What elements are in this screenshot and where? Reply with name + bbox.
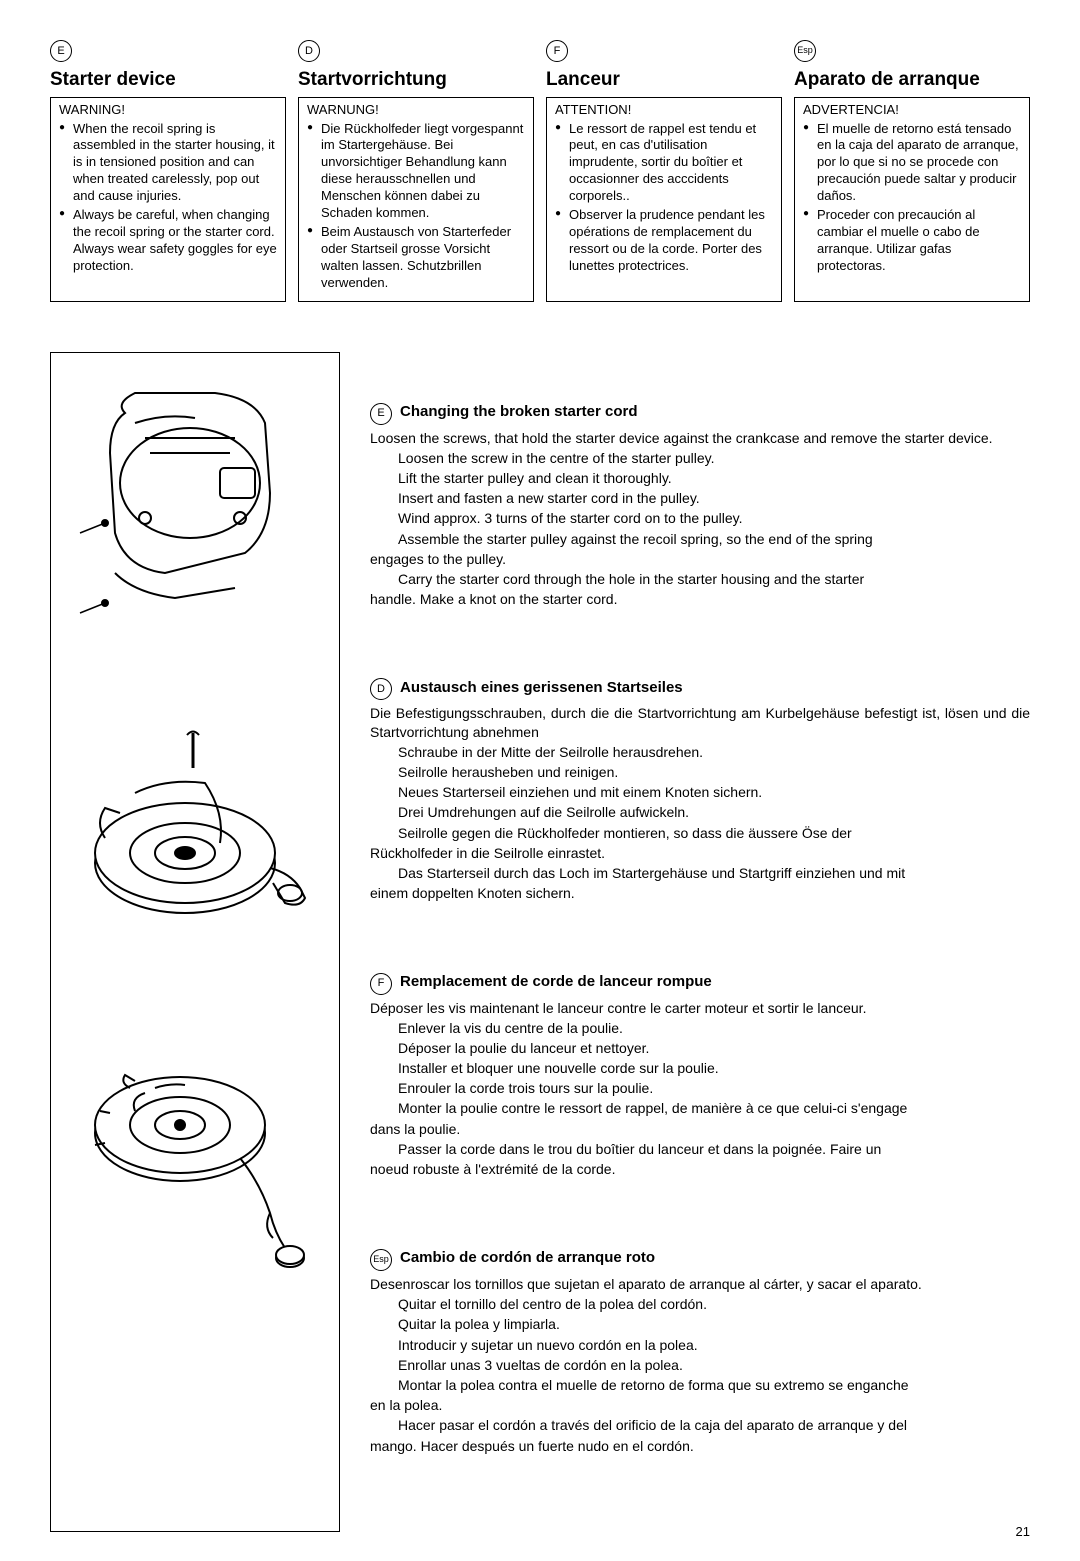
section-lang-f: F <box>370 973 392 995</box>
section-cont: mango. Hacer después un fuerte nudo en e… <box>370 1437 1030 1455</box>
warning-item: El muelle de retorno está tensado en la … <box>803 121 1021 205</box>
warning-item: When the recoil spring is assembled in t… <box>59 121 277 205</box>
warning-item: Observer la prudence pendant les opérati… <box>555 207 773 275</box>
warning-item: Beim Austausch von Starterfeder oder Sta… <box>307 224 525 292</box>
section-step: Seilrolle gegen die Rückholfeder montier… <box>370 824 1030 842</box>
section-step: Enlever la vis du centre de la poulie. <box>370 1019 1030 1037</box>
col-title-e: Starter device <box>50 68 286 93</box>
figure-engine-housing <box>75 373 315 633</box>
figure-starter-assembly <box>75 1033 315 1283</box>
lang-marker-f: F <box>546 40 568 62</box>
warning-col-f: F Lanceur ATTENTION! Le ressort de rappe… <box>546 40 782 302</box>
warning-item: Die Rückholfeder liegt vorgespannt im St… <box>307 121 525 222</box>
section-intro: Desenroscar los tornillos que sujetan el… <box>370 1275 1030 1293</box>
warning-col-d: D Startvorrichtung WARNUNG! Die Rückholf… <box>298 40 534 302</box>
section-cont: Rückholfeder in die Seilrolle einrastet. <box>370 844 1030 862</box>
section-step: Déposer la poulie du lanceur et nettoyer… <box>370 1039 1030 1057</box>
col-title-d: Startvorrichtung <box>298 68 534 93</box>
section-step: Quitar el tornillo del centro de la pole… <box>370 1295 1030 1313</box>
section-e: E Changing the broken starter cord Loose… <box>370 402 1030 608</box>
page-number: 21 <box>1016 1524 1030 1541</box>
figure-column <box>50 352 340 1532</box>
section-intro: Déposer les vis maintenant le lanceur co… <box>370 999 1030 1017</box>
section-step: Enrollar unas 3 vueltas de cordón en la … <box>370 1356 1030 1374</box>
section-title-d: Austausch eines gerissenen Startseiles <box>400 678 683 698</box>
section-step: Montar la polea contra el muelle de reto… <box>370 1376 1030 1394</box>
warning-label-e: WARNING! <box>59 102 277 119</box>
section-lang-d: D <box>370 678 392 700</box>
section-title-esp: Cambio de cordón de arranque roto <box>400 1248 655 1268</box>
section-cont: Das Starterseil durch das Loch im Starte… <box>370 864 1030 882</box>
lang-marker-e: E <box>50 40 72 62</box>
section-cont: engages to the pulley. <box>370 550 1030 568</box>
main-content: E Changing the broken starter cord Loose… <box>50 352 1030 1532</box>
warning-col-e: E Starter device WARNING! When the recoi… <box>50 40 286 302</box>
section-step: Lift the starter pulley and clean it tho… <box>370 469 1030 487</box>
warning-box-d: WARNUNG! Die Rückholfeder liegt vorgespa… <box>298 97 534 303</box>
lang-marker-esp: Esp <box>794 40 816 62</box>
section-step: Introducir y sujetar un nuevo cordón en … <box>370 1336 1030 1354</box>
lang-marker-d: D <box>298 40 320 62</box>
warning-col-esp: Esp Aparato de arranque ADVERTENCIA! El … <box>794 40 1030 302</box>
col-title-f: Lanceur <box>546 68 782 93</box>
section-cont: noeud robuste à l'extrémité de la corde. <box>370 1160 1030 1178</box>
section-cont: Hacer pasar el cordón a través del orifi… <box>370 1416 1030 1434</box>
section-title-f: Remplacement de corde de lanceur rompue <box>400 972 712 992</box>
section-step: Drei Umdrehungen auf die Seilrolle aufwi… <box>370 803 1030 821</box>
warning-label-f: ATTENTION! <box>555 102 773 119</box>
section-intro: Die Befestigungsschrauben, durch die die… <box>370 704 1030 740</box>
section-step: Enrouler la corde trois tours sur la pou… <box>370 1079 1030 1097</box>
section-cont: handle. Make a knot on the starter cord. <box>370 590 1030 608</box>
figure-starter-pulley <box>75 723 315 943</box>
section-step: Insert and fasten a new starter cord in … <box>370 489 1030 507</box>
warning-label-d: WARNUNG! <box>307 102 525 119</box>
warning-box-f: ATTENTION! Le ressort de rappel est tend… <box>546 97 782 303</box>
section-step: Neues Starterseil einziehen und mit eine… <box>370 783 1030 801</box>
section-intro: Loosen the screws, that hold the starter… <box>370 429 1030 447</box>
section-step: Assemble the starter pulley against the … <box>370 530 1030 548</box>
section-cont: Passer la corde dans le trou du boîtier … <box>370 1140 1030 1158</box>
section-lang-e: E <box>370 403 392 425</box>
section-f: F Remplacement de corde de lanceur rompu… <box>370 972 1030 1178</box>
section-step: Quitar la polea y limpiarla. <box>370 1315 1030 1333</box>
warning-box-esp: ADVERTENCIA! El muelle de retorno está t… <box>794 97 1030 303</box>
section-step: Installer et bloquer une nouvelle corde … <box>370 1059 1030 1077</box>
section-cont: einem doppelten Knoten sichern. <box>370 884 1030 902</box>
section-step: Monter la poulie contre le ressort de ra… <box>370 1099 1030 1117</box>
col-title-esp: Aparato de arranque <box>794 68 1030 93</box>
section-d: D Austausch eines gerissenen Startseiles… <box>370 678 1030 902</box>
warning-item: Always be careful, when changing the rec… <box>59 207 277 275</box>
warning-item: Le ressort de rappel est tendu et peut, … <box>555 121 773 205</box>
section-step: Wind approx. 3 turns of the starter cord… <box>370 509 1030 527</box>
section-step: Seilrolle herausheben und reinigen. <box>370 763 1030 781</box>
instructions-column: E Changing the broken starter cord Loose… <box>370 352 1030 1532</box>
section-step: Schraube in der Mitte der Seilrolle hera… <box>370 743 1030 761</box>
section-lang-esp: Esp <box>370 1249 392 1271</box>
warning-box-e: WARNING! When the recoil spring is assem… <box>50 97 286 303</box>
section-step: Loosen the screw in the centre of the st… <box>370 449 1030 467</box>
section-title-e: Changing the broken starter cord <box>400 402 638 422</box>
section-cont: dans la poulie. <box>370 1120 1030 1138</box>
section-esp: Esp Cambio de cordón de arranque roto De… <box>370 1248 1030 1455</box>
warnings-row: E Starter device WARNING! When the recoi… <box>50 40 1030 302</box>
warning-item: Proceder con precaución al cambiar el mu… <box>803 207 1021 275</box>
section-cont: en la polea. <box>370 1396 1030 1414</box>
section-cont: Carry the starter cord through the hole … <box>370 570 1030 588</box>
warning-label-esp: ADVERTENCIA! <box>803 102 1021 119</box>
